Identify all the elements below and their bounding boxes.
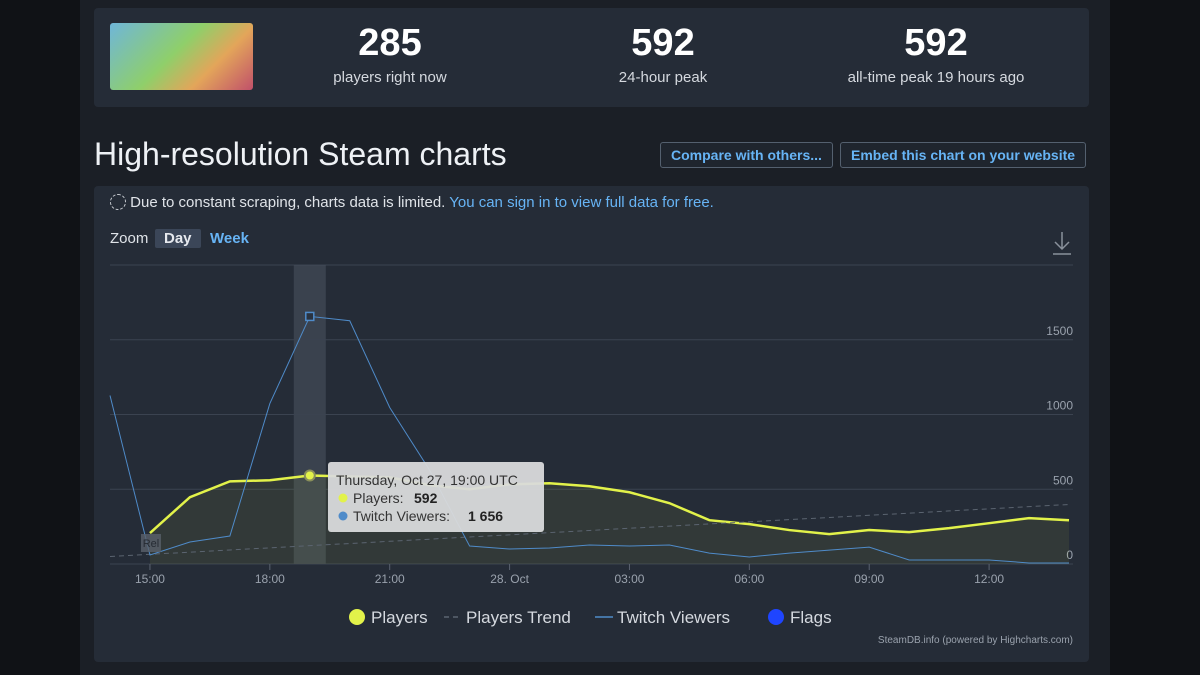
- x-tick-label: 12:00: [974, 572, 1004, 586]
- embed-button[interactable]: Embed this chart on your website: [840, 142, 1087, 168]
- series-line: [109, 315, 1070, 564]
- legend-label: Players Trend: [466, 608, 571, 627]
- y-tick-label: 1500: [1046, 324, 1073, 338]
- tooltip-title: Thursday, Oct 27, 19:00 UTC: [336, 472, 518, 488]
- tooltip-row-label: Twitch Viewers:: [353, 508, 450, 524]
- notice-text: Due to constant scraping, charts data is…: [130, 194, 446, 211]
- tooltip-dot: [338, 493, 348, 503]
- stat: 285 players right now: [260, 22, 520, 86]
- stat: 592 all-time peak 19 hours ago: [806, 22, 1066, 86]
- y-tick-label: 500: [1053, 473, 1073, 487]
- notice-link[interactable]: You can sign in to view full data for fr…: [449, 194, 714, 211]
- flag: [140, 534, 161, 552]
- x-tick-label: 21:00: [375, 572, 405, 586]
- zoom-week[interactable]: Week: [210, 230, 249, 247]
- credit: SteamDB.info (powered by Highcharts.com): [877, 635, 1073, 646]
- flag-label: Rel: [143, 538, 160, 550]
- stats-panel: [94, 8, 1089, 107]
- tooltip-row-value: 592: [414, 490, 438, 506]
- tooltip-dot: [338, 511, 348, 521]
- zoom-day[interactable]: Day: [155, 229, 201, 248]
- stat-label: players right now: [333, 69, 447, 86]
- notice-icon: [110, 194, 126, 210]
- stat-value: 592: [631, 22, 695, 64]
- tooltip-row-label: Players:: [353, 490, 404, 506]
- notice: Due to constant scraping, charts data is…: [110, 194, 714, 211]
- series-line: [109, 503, 1070, 558]
- y-tick-label: 0: [1066, 548, 1073, 562]
- series-line: [149, 474, 1070, 536]
- tooltip: Thursday, Oct 27, 19:00 UTC Players: 592 Tw…: [328, 462, 544, 532]
- legend-symbol: [349, 609, 365, 625]
- stat-label: all-time peak 19 hours ago: [847, 69, 1025, 86]
- legend-label: Players: [371, 608, 428, 627]
- x-tick-label: 15:00: [135, 572, 165, 586]
- zoom-label: Zoom: [110, 230, 149, 247]
- download-icon[interactable]: [1053, 232, 1071, 255]
- page: 285 players right now 592 24-hour peak 592…: [80, 0, 1110, 675]
- tooltip-box: [328, 462, 544, 532]
- chart-panel: Due to constant scraping, charts data is…: [94, 186, 1089, 662]
- stat-label: 24-hour peak: [618, 69, 708, 86]
- legend-symbol: [768, 609, 784, 625]
- stat: 592 24-hour peak: [533, 22, 793, 86]
- compare-button[interactable]: Compare with others...: [660, 142, 833, 168]
- x-tick-label: 06:00: [734, 572, 764, 586]
- heading: High-resolution Steam charts: [94, 136, 507, 172]
- tooltip-row-value: 1 656: [468, 508, 503, 524]
- stat-value: 592: [904, 22, 968, 64]
- legend-label: Flags: [790, 608, 832, 627]
- stat-value: 285: [358, 22, 422, 64]
- x-tick-label: 18:00: [255, 572, 285, 586]
- x-tick-label: 03:00: [614, 572, 644, 586]
- chart: 0 500 1000 1500 15:00 18:00 21:00 28. Oct 03:00 0…: [109, 232, 1073, 627]
- y-tick-label: 1000: [1046, 399, 1073, 413]
- hover-marker: [303, 469, 316, 482]
- legend-label: Twitch Viewers: [617, 608, 730, 627]
- x-tick-label: 28. Oct: [490, 572, 529, 586]
- x-tick-label: 09:00: [854, 572, 884, 586]
- hover-marker: [305, 311, 315, 322]
- game-thumbnail: [110, 23, 253, 90]
